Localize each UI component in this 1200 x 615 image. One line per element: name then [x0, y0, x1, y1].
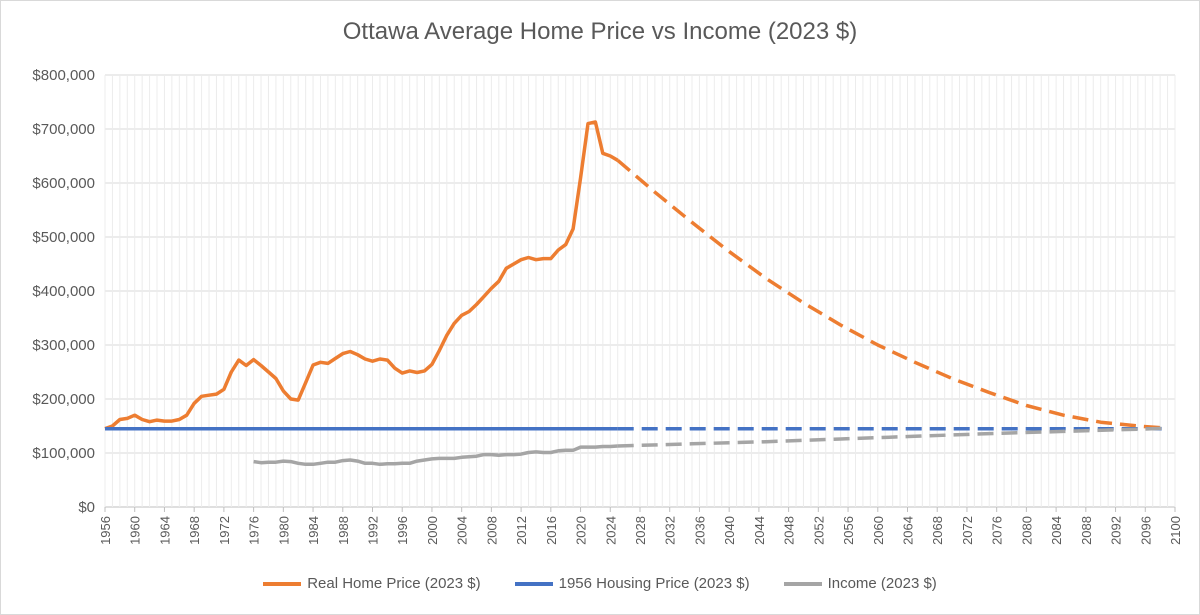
legend-swatch-1956-housing	[514, 581, 553, 586]
x-tick-label: 1960	[128, 516, 143, 545]
y-tick-label: $200,000	[32, 391, 95, 408]
series-line-1	[616, 158, 1168, 430]
x-tick-label: 2080	[1019, 516, 1034, 545]
x-tick-label: 2024	[603, 516, 618, 545]
x-tick-label: 2088	[1079, 516, 1094, 545]
legend-label-1956-housing: 1956 Housing Price (2023 $)	[558, 575, 750, 592]
x-tick-label: 2056	[841, 516, 856, 545]
x-tick-label: 2092	[1109, 516, 1124, 545]
series-line-4	[253, 444, 618, 467]
x-tick-label: 2032	[663, 516, 678, 545]
x-tick-label: 1972	[217, 516, 232, 545]
y-tick-label: $600,000	[32, 175, 95, 192]
x-tick-label: 1988	[336, 516, 351, 545]
y-tick-label: $800,000	[32, 67, 95, 84]
x-tick-label: 2052	[811, 516, 826, 545]
x-tick-label: 1968	[187, 516, 202, 545]
y-tick-label: $100,000	[32, 445, 95, 462]
legend-label-home-price: Real Home Price (2023 $)	[307, 575, 481, 592]
legend-swatch-income	[783, 581, 822, 586]
x-tick-label: 2000	[425, 516, 440, 545]
y-tick-label: $0	[78, 499, 95, 516]
legend-item-home-price: Real Home Price (2023 $)	[263, 575, 481, 592]
x-tick-label: 1964	[157, 516, 172, 545]
x-tick-label: 2072	[960, 516, 975, 545]
legend-item-1956-housing: 1956 Housing Price (2023 $)	[514, 575, 750, 592]
y-tick-label: $700,000	[32, 121, 95, 138]
x-tick-label: 2068	[930, 516, 945, 545]
x-tick-label: 2012	[514, 516, 529, 545]
x-tick-label: 1980	[276, 516, 291, 545]
x-tick-label: 2040	[722, 516, 737, 545]
x-tick-label: 1956	[98, 516, 113, 545]
series-line-5	[617, 426, 1168, 448]
y-tick-label: $400,000	[32, 283, 95, 300]
x-tick-label: 2036	[692, 516, 707, 545]
x-tick-label: 2044	[752, 516, 767, 545]
legend-item-income: Income (2023 $)	[783, 575, 937, 592]
legend: Real Home Price (2023 $) 1956 Housing Pr…	[0, 575, 1200, 592]
x-tick-label: 2028	[633, 516, 648, 545]
y-tick-label: $500,000	[32, 229, 95, 246]
x-tick-label: 2084	[1049, 516, 1064, 545]
x-tick-label: 2016	[544, 516, 559, 545]
x-tick-label: 2060	[871, 516, 886, 545]
x-tick-label: 2100	[1168, 516, 1183, 545]
chart-title: Ottawa Average Home Price vs Income (202…	[342, 18, 858, 45]
x-tick-label: 2048	[782, 516, 797, 545]
x-tick-label: 1976	[247, 516, 262, 545]
x-tick-label: 2008	[484, 516, 499, 545]
x-tick-label: 1996	[395, 516, 410, 545]
y-tick-label: $300,000	[32, 337, 95, 354]
x-tick-label: 1992	[366, 516, 381, 545]
x-tick-label: 2004	[455, 516, 470, 545]
x-tick-label: 1984	[306, 516, 321, 545]
legend-swatch-home-price	[263, 581, 302, 586]
series-line-0	[104, 120, 619, 431]
x-tick-label: 2076	[990, 516, 1005, 545]
x-tick-label: 2096	[1138, 516, 1153, 545]
x-tick-label: 2064	[901, 516, 916, 545]
x-tick-label: 2020	[574, 516, 589, 545]
legend-label-income: Income (2023 $)	[827, 575, 937, 592]
